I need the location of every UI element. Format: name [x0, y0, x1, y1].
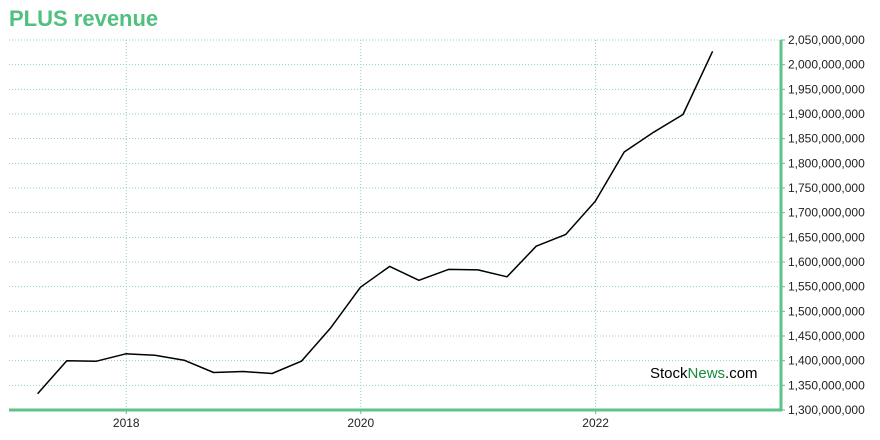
x-tick-label: 2022 [582, 416, 609, 430]
tick-labels: 1,300,000,000 1,350,000,000 1,400,000,000 1… [113, 33, 865, 430]
y-tick-label: 1,350,000,000 [788, 378, 865, 392]
watermark-part-news: News [687, 365, 726, 382]
y-tick-label: 1,600,000,000 [788, 255, 865, 269]
y-tick-label: 1,850,000,000 [788, 132, 865, 146]
watermark-part-stock: Stock [650, 365, 688, 382]
revenue-series-line [37, 50, 714, 395]
y-tick-label: 1,450,000,000 [788, 329, 865, 343]
watermark-part-dotcom: .com [725, 365, 758, 382]
chart-title: PLUS revenue [9, 6, 159, 31]
y-tick-label: 1,550,000,000 [788, 280, 865, 294]
series-layer [37, 50, 714, 395]
y-tick-label: 1,650,000,000 [788, 230, 865, 244]
y-tick-label: 1,700,000,000 [788, 206, 865, 220]
y-tick-label: 1,900,000,000 [788, 107, 865, 121]
y-tick-label: 1,400,000,000 [788, 354, 865, 368]
y-tick-label: 1,750,000,000 [788, 181, 865, 195]
y-tick-label: 1,950,000,000 [788, 82, 865, 96]
y-tick-label: 1,500,000,000 [788, 304, 865, 318]
y-tick-label: 2,000,000,000 [788, 58, 865, 72]
y-tick-label: 1,800,000,000 [788, 156, 865, 170]
y-tick-label: 1,300,000,000 [788, 403, 865, 417]
x-tick-label: 2020 [347, 416, 374, 430]
y-tick-label: 2,050,000,000 [788, 33, 865, 47]
axes [9, 39, 785, 414]
stocknews-watermark: StockNews.com [650, 365, 758, 382]
x-tick-label: 2018 [113, 416, 140, 430]
